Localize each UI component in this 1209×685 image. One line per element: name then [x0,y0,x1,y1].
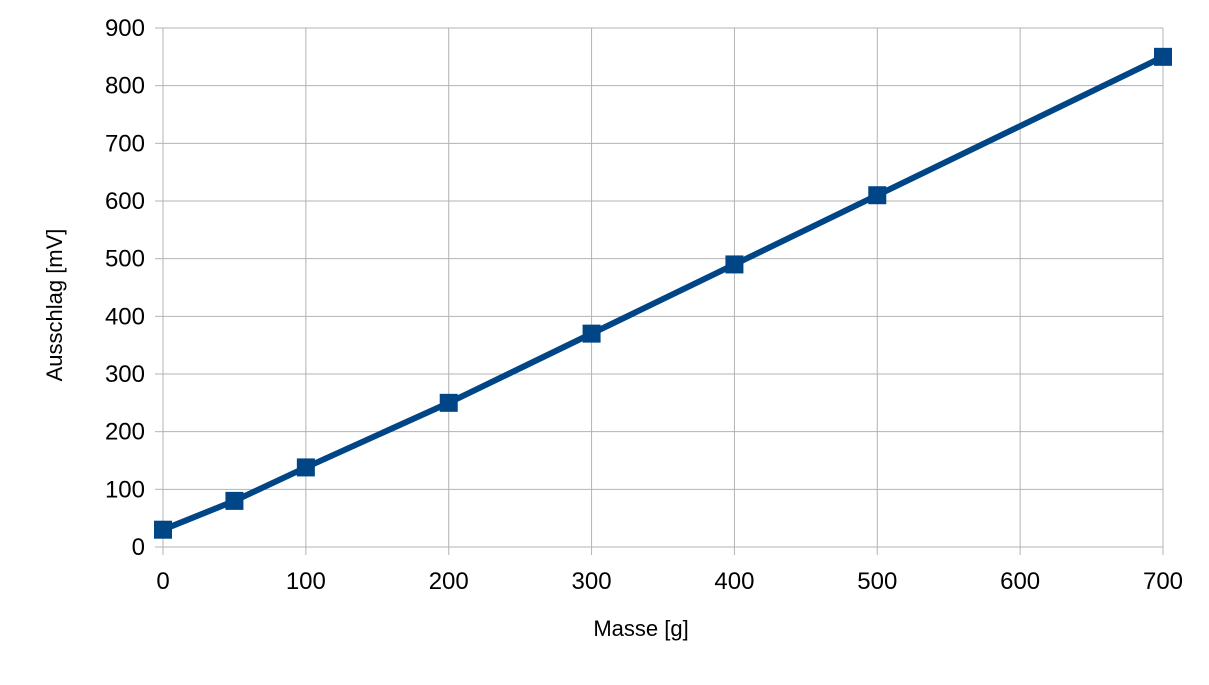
data-point-marker [1154,47,1172,66]
x-tick-label: 600 [1000,568,1040,595]
y-axis-title: Ausschlag [mV] [42,229,67,382]
data-point-marker [225,491,244,510]
axes [155,27,1164,555]
y-tick-label: 600 [105,188,145,215]
x-tick-labels: 0 100 200 300 400 500 600 700 [156,568,1183,595]
y-tick-label: 800 [105,73,145,100]
y-tick-label: 200 [105,419,145,446]
series-line [160,53,1166,533]
data-series [154,47,1172,539]
data-point-marker [582,324,601,343]
y-tick-label: 500 [105,246,145,273]
x-tick-label: 500 [857,568,897,595]
data-point-marker [725,255,744,274]
y-tick-label: 400 [105,303,145,330]
x-tick-label: 0 [156,568,169,595]
y-tick-labels: 0 100 200 300 400 500 600 700 800 900 [105,15,145,561]
data-point-marker [296,458,315,477]
gridlines [162,27,1164,548]
x-tick-label: 200 [429,568,469,595]
y-tick-label: 900 [105,15,145,42]
x-tick-label: 100 [286,568,326,595]
y-tick-label: 300 [105,361,145,388]
y-tick-label: 0 [132,534,145,561]
y-tick-label: 700 [105,130,145,157]
x-axis-title: Masse [g] [593,616,688,641]
x-tick-label: 700 [1143,568,1183,595]
data-point-marker [439,393,458,412]
data-point-marker [868,186,887,205]
data-point-marker [154,520,172,539]
x-tick-label: 300 [572,568,612,595]
y-tick-label: 100 [105,476,145,503]
x-tick-label: 400 [714,568,754,595]
